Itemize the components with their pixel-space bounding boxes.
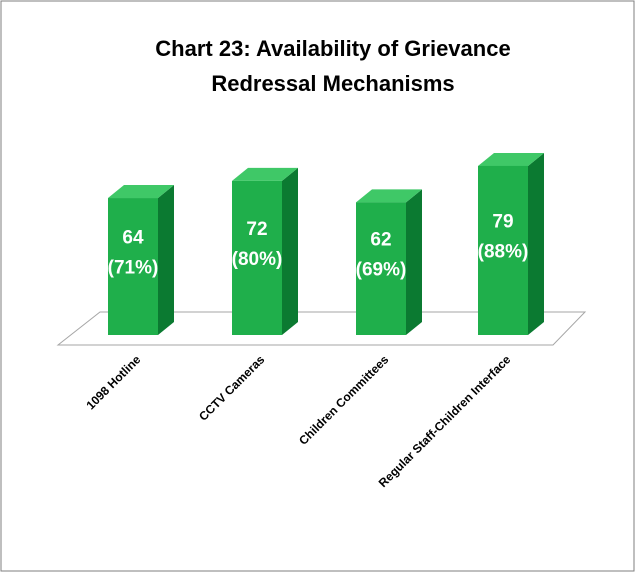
bar-side xyxy=(528,152,544,335)
bar xyxy=(108,198,158,335)
floor xyxy=(56,311,587,346)
bar xyxy=(232,180,282,335)
value-label: 79 xyxy=(492,211,513,232)
chart-title: Chart 23: Availability of Grievance xyxy=(155,36,510,61)
bar-side xyxy=(158,185,174,335)
bar xyxy=(478,165,528,335)
value-label: 62 xyxy=(370,230,391,251)
value-label: 64 xyxy=(122,228,144,249)
bar-side xyxy=(282,167,298,335)
value-label: (71%) xyxy=(108,258,159,279)
bar-top xyxy=(356,189,422,203)
bar xyxy=(356,202,406,335)
bar-side xyxy=(406,189,422,335)
value-label: (88%) xyxy=(478,241,529,262)
value-label: (69%) xyxy=(356,260,407,281)
value-label: 72 xyxy=(246,219,267,240)
bar-top xyxy=(108,185,174,199)
bar-top xyxy=(478,152,544,166)
value-label: (80%) xyxy=(232,249,283,270)
bar-top xyxy=(232,167,298,181)
chart-title: Redressal Mechanisms xyxy=(211,71,454,96)
